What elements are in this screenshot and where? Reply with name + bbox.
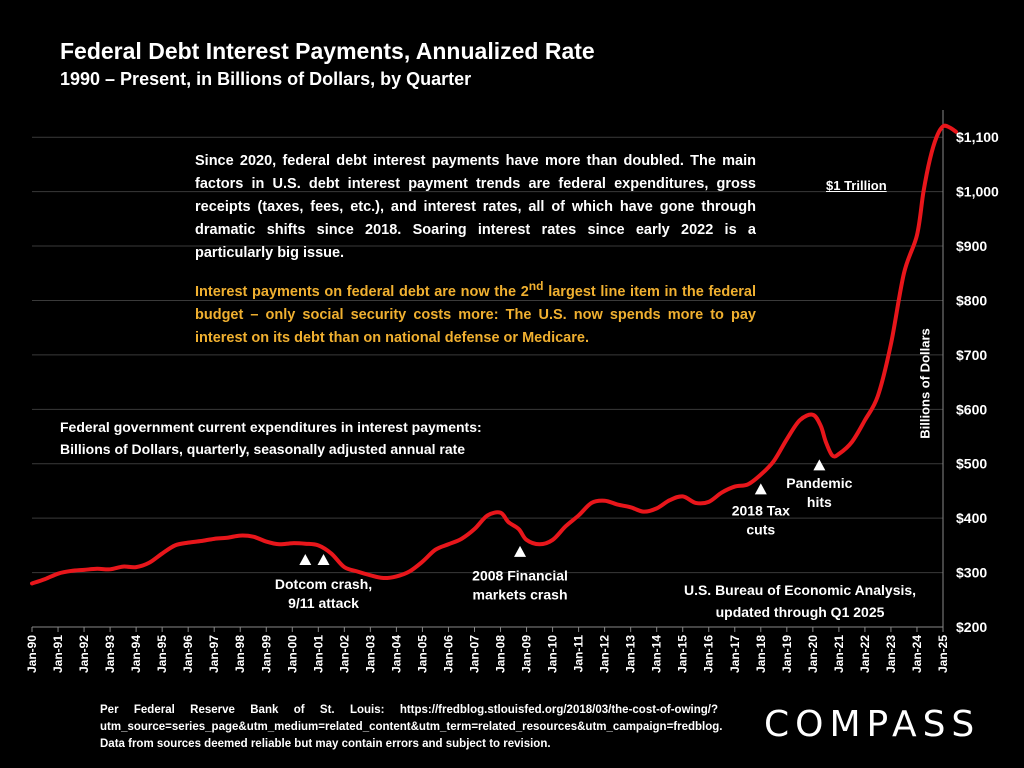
commentary-paragraph-1: Since 2020, federal debt interest paymen…	[195, 153, 756, 261]
annotation-label: 9/11 attack	[288, 595, 359, 611]
y-tick-label: $500	[956, 456, 987, 472]
y-tick-label: $400	[956, 510, 987, 526]
commentary-paragraph-2: Interest payments on federal debt are no…	[195, 275, 756, 350]
commentary-p2-end: largest line item in the federal budget …	[195, 283, 757, 346]
x-tick-label: Jan-24	[910, 635, 924, 673]
x-tick-label: Jan-19	[780, 635, 794, 673]
annotation-label: Pandemic	[786, 475, 852, 491]
x-tick-label: Jan-16	[702, 635, 716, 673]
y-tick-label: $300	[956, 565, 987, 581]
y-tick-label: $700	[956, 347, 987, 363]
y-tick-labels: $200 $300 $400 $500 $600 $700 $800 $900 $1,000 $1…	[956, 129, 999, 635]
x-tick-label: Jan-92	[77, 635, 91, 673]
annotation-label: hits	[807, 494, 832, 510]
footer-citation: Per Federal Reserve Bank of St. Louis: h…	[100, 704, 723, 750]
x-tick-label: Jan-08	[494, 635, 508, 673]
x-tick-label: Jan-20	[806, 635, 820, 673]
x-tick-label: Jan-96	[181, 635, 195, 673]
source-note: U.S. Bureau of Economic Analysis, update…	[655, 579, 945, 623]
x-tick-label: Jan-90	[25, 635, 39, 673]
compass-logo: COMPASS	[764, 704, 981, 745]
x-tick-label: Jan-93	[103, 635, 117, 673]
annotations: Dotcom crash, 9/11 attack 2008 Financial ma…	[275, 459, 853, 611]
x-tick-label: Jan-91	[51, 635, 65, 673]
x-tick-label: Jan-99	[259, 635, 273, 673]
x-tick-labels: Jan-90 Jan-91 Jan-92 Jan-93 Jan-94 Jan-95 Jan-…	[25, 627, 950, 673]
x-tick-label: Jan-14	[650, 635, 664, 673]
annotation-label: Dotcom crash,	[275, 576, 372, 592]
annotation-marker	[317, 554, 330, 566]
commentary-p2-start: Interest payments on federal debt are no…	[195, 283, 529, 300]
y-tick-label: $900	[956, 238, 987, 254]
x-tick-label: Jan-25	[936, 635, 950, 673]
y-tick-label: $600	[956, 401, 987, 417]
source-note-line-2: updated through Q1 2025	[715, 604, 885, 620]
x-tick-label: Jan-23	[884, 635, 898, 673]
commentary-p2-sup: nd	[528, 279, 544, 293]
annotation-marker	[813, 459, 826, 471]
annotation-label: markets crash	[473, 587, 568, 603]
x-tick-label: Jan-13	[624, 635, 638, 673]
chart-title: Federal Debt Interest Payments, Annualiz…	[60, 38, 595, 64]
annotation-marker	[754, 483, 767, 495]
y-axis-label: Billions of Dollars	[917, 328, 933, 439]
x-tick-label: Jan-04	[389, 635, 403, 673]
chart-subtitle: 1990 – Present, in Billions of Dollars, …	[60, 69, 472, 89]
x-tick-label: Jan-21	[832, 635, 846, 673]
commentary-box: Since 2020, federal debt interest paymen…	[195, 150, 756, 360]
series-description-line-1: Federal government current expenditures …	[60, 419, 482, 435]
x-tick-label: Jan-00	[285, 635, 299, 673]
x-tick-label: Jan-06	[441, 635, 455, 673]
x-tick-label: Jan-94	[129, 635, 143, 673]
annotation-label: cuts	[746, 521, 775, 537]
x-tick-label: Jan-95	[155, 635, 169, 673]
x-tick-label: Jan-07	[467, 635, 481, 673]
grid-layer	[32, 110, 944, 628]
x-tick-label: Jan-17	[728, 635, 742, 673]
series-line	[30, 123, 959, 586]
annotation-marker	[514, 545, 527, 557]
y-tick-label: $1,000	[956, 184, 999, 200]
x-tick-label: Jan-22	[858, 635, 872, 673]
y-tick-label: $800	[956, 292, 987, 308]
x-tick-label: Jan-01	[311, 635, 325, 673]
y-tick-label: $200	[956, 619, 987, 635]
x-tick-label: Jan-02	[337, 635, 351, 673]
x-tick-label: Jan-15	[676, 635, 690, 673]
y-tick-label: $1,100	[956, 129, 999, 145]
annotation-label: 2018 Tax	[732, 502, 790, 518]
annotation-marker	[299, 554, 312, 566]
annotation-label: 2008 Financial	[472, 568, 568, 584]
x-tick-label: Jan-05	[415, 635, 429, 673]
x-tick-label: Jan-09	[520, 635, 534, 673]
x-tick-label: Jan-12	[598, 635, 612, 673]
series-description-line-2: Billions of Dollars, quarterly, seasonal…	[60, 441, 466, 457]
trillion-label: $1 Trillion	[826, 178, 887, 193]
source-note-line-1: U.S. Bureau of Economic Analysis,	[683, 582, 917, 598]
line-layer	[30, 123, 959, 586]
x-tick-label: Jan-03	[363, 635, 377, 673]
x-tick-label: Jan-97	[207, 635, 221, 673]
x-tick-label: Jan-11	[572, 635, 586, 673]
x-tick-label: Jan-98	[233, 635, 247, 673]
x-tick-label: Jan-10	[546, 635, 560, 673]
x-tick-label: Jan-18	[754, 635, 768, 673]
series-description: Federal government current expenditures …	[60, 416, 482, 460]
